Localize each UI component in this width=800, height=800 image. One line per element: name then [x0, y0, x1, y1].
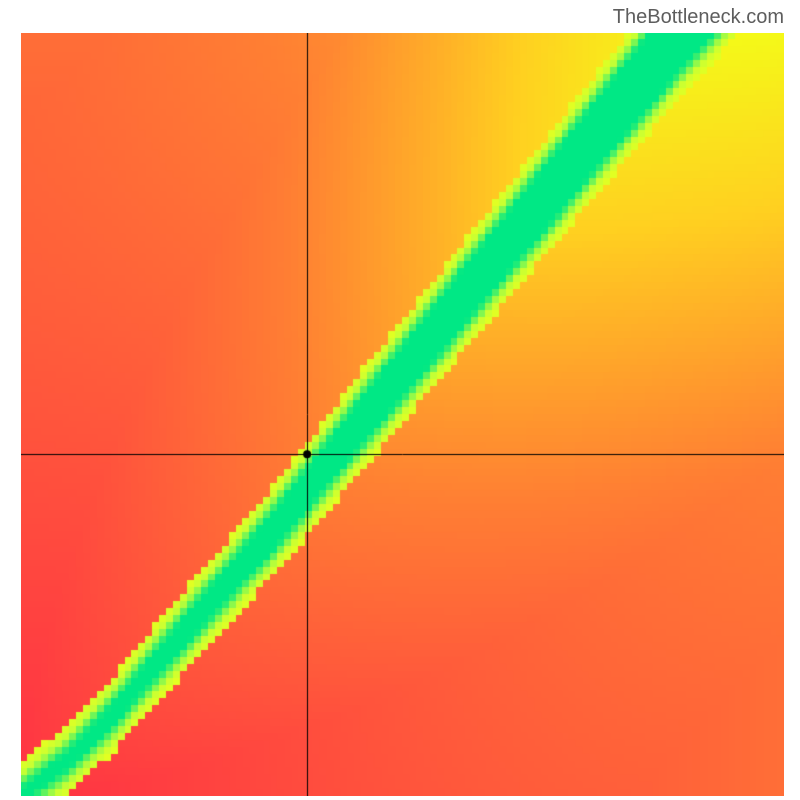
chart-container: TheBottleneck.com: [0, 0, 800, 800]
watermark-text: TheBottleneck.com: [613, 6, 784, 29]
bottleneck-heatmap: [21, 33, 784, 796]
